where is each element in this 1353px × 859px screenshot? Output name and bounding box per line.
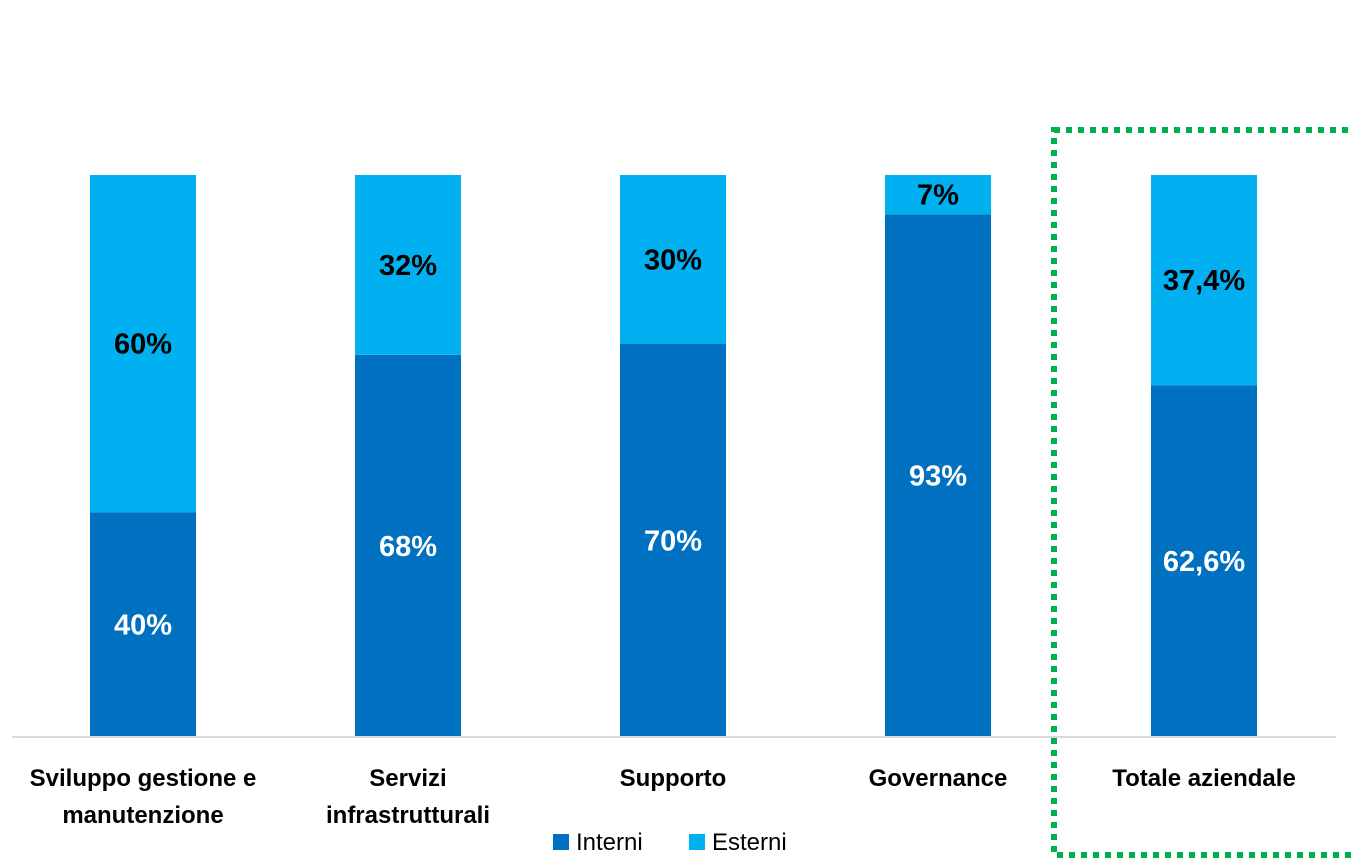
data-label-interni-2: 70% xyxy=(644,525,702,557)
bar-esterni-3 xyxy=(885,175,991,215)
data-label-interni-3: 93% xyxy=(909,461,967,493)
bar-esterni-4 xyxy=(1151,175,1257,386)
highlight-box xyxy=(1051,127,1353,858)
category-label-1-line-0: Servizi xyxy=(369,765,446,792)
category-label-0-line-1: manutenzione xyxy=(62,802,223,829)
bar-interni-0 xyxy=(90,512,196,737)
bar-interni-2 xyxy=(620,343,726,737)
bar-esterni-1 xyxy=(355,175,461,355)
category-label-3-line-0: Governance xyxy=(869,765,1008,792)
data-label-interni-1: 68% xyxy=(379,531,437,563)
legend-swatch-interni xyxy=(553,834,569,850)
data-label-esterni-4: 37,4% xyxy=(1163,265,1245,297)
data-label-interni-4: 62,6% xyxy=(1163,546,1245,578)
data-label-esterni-0: 60% xyxy=(114,329,172,361)
legend-label-esterni: Esterni xyxy=(712,829,787,856)
bar-interni-1 xyxy=(355,354,461,737)
category-label-1-line-1: infrastrutturali xyxy=(326,802,490,829)
legend-swatch-esterni xyxy=(689,834,705,850)
category-label-2-line-0: Supporto xyxy=(620,765,727,792)
category-label-0-line-0: Sviluppo gestione e xyxy=(30,765,257,792)
category-label-4-line-0: Totale aziendale xyxy=(1112,765,1296,792)
data-label-esterni-1: 32% xyxy=(379,250,437,282)
legend-label-interni: Interni xyxy=(576,829,643,856)
bar-esterni-0 xyxy=(90,175,196,513)
bar-interni-3 xyxy=(885,214,991,738)
bar-esterni-2 xyxy=(620,175,726,344)
bar-interni-4 xyxy=(1151,385,1257,737)
data-label-esterni-2: 30% xyxy=(644,244,702,276)
data-label-interni-0: 40% xyxy=(114,610,172,642)
data-label-esterni-3: 7% xyxy=(917,180,959,212)
